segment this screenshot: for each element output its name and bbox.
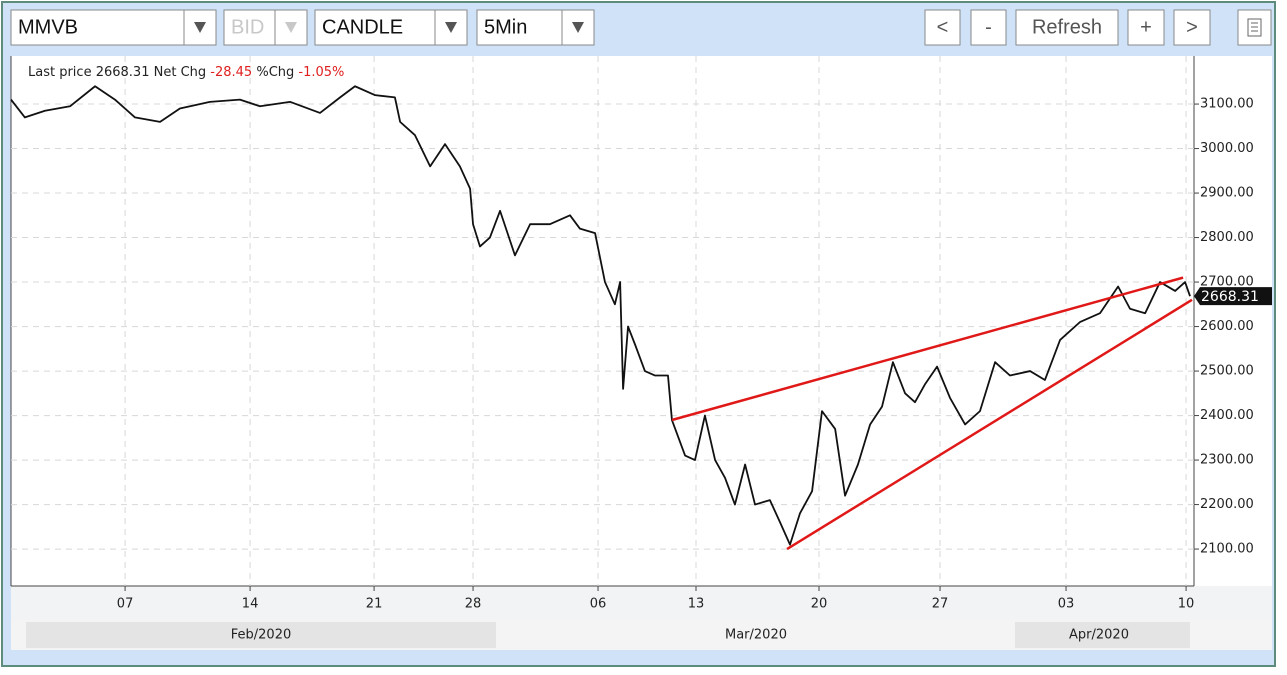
y-tick-label: 2900.00 — [1200, 186, 1254, 201]
info-value: -1.05% — [298, 65, 344, 80]
y-tick-label: 3100.00 — [1200, 97, 1254, 112]
dropdown-arrow — [285, 22, 297, 33]
trend-line — [671, 276, 1184, 422]
dropdown[interactable] — [10, 9, 217, 46]
y-tick-label: 2500.00 — [1200, 364, 1254, 379]
dropdown-label: 5Min — [484, 16, 527, 38]
y-tick-label: 2100.00 — [1200, 542, 1254, 557]
month-label: Apr/2020 — [1069, 628, 1129, 643]
info-label: %Chg — [256, 65, 294, 80]
info-label: Net Chg — [154, 65, 207, 80]
y-tick-label: 2800.00 — [1200, 230, 1254, 245]
month-label: Feb/2020 — [231, 628, 291, 643]
last-price-tag — [1194, 287, 1272, 306]
x-tick-label: 28 — [465, 597, 482, 612]
info-value: -28.45 — [210, 65, 252, 80]
dropdown-label: BID — [231, 16, 264, 38]
toolbar-button[interactable] — [924, 9, 961, 46]
button-label: - — [985, 16, 992, 38]
button-label: < — [937, 16, 949, 38]
trend-line — [786, 298, 1193, 551]
dropdown-label: MMVB — [18, 16, 78, 38]
last-price-label: 2668.31 — [1201, 289, 1259, 305]
x-tick-label: 14 — [242, 597, 259, 612]
month-band — [26, 622, 496, 648]
x-tick-label: 10 — [1178, 597, 1195, 612]
button-label: Refresh — [1032, 16, 1102, 38]
toolbar-button[interactable] — [1127, 9, 1165, 46]
dropdown[interactable] — [314, 9, 468, 46]
dropdown-arrow — [445, 22, 457, 33]
dropdown-arrow — [572, 22, 584, 33]
x-tick-label: 03 — [1058, 597, 1075, 612]
x-tick-label: 07 — [117, 597, 134, 612]
y-tick-label: 2700.00 — [1200, 275, 1254, 290]
y-tick-label: 2600.00 — [1200, 319, 1254, 334]
button-label: > — [1186, 16, 1198, 38]
x-tick-label: 06 — [590, 597, 607, 612]
y-tick-label: 2300.00 — [1200, 453, 1254, 468]
month-label: Mar/2020 — [725, 628, 787, 643]
info-bar: Last price 2668.31 Net Chg -28.45 %Chg -… — [28, 65, 344, 80]
x-tick-label: 21 — [366, 597, 383, 612]
price-line — [10, 85, 1191, 546]
y-tick-label: 3000.00 — [1200, 141, 1254, 156]
x-tick-label: 27 — [932, 597, 949, 612]
info-value: 2668.31 — [96, 65, 150, 80]
plot-area — [11, 56, 1194, 586]
dropdown[interactable] — [476, 9, 595, 46]
x-tick-label: 20 — [811, 597, 828, 612]
plot: 2100.00 2200.00 2300.00 2400.00 2500.00 2600.… — [10, 56, 1272, 643]
y-tick-label: 2200.00 — [1200, 497, 1254, 512]
y-axis-panel — [1194, 56, 1272, 586]
info-label: Last price — [28, 65, 92, 80]
x-tick-label: 13 — [688, 597, 705, 612]
settings-button[interactable] — [1237, 9, 1272, 46]
toolbar-button[interactable] — [1015, 9, 1119, 46]
dropdown-arrow — [194, 22, 206, 33]
y-tick-label: 2400.00 — [1200, 408, 1254, 423]
dropdown-label: CANDLE — [322, 16, 403, 38]
month-band — [1015, 622, 1190, 648]
settings-icon — [1247, 18, 1262, 37]
button-label: + — [1140, 16, 1152, 38]
toolbar-button[interactable] — [970, 9, 1007, 46]
toolbar-button[interactable] — [1173, 9, 1211, 46]
toolbar: MMVB BID CANDLE 5Min < - Refresh + > — [10, 9, 1272, 46]
x-axis-panel — [11, 586, 1272, 620]
